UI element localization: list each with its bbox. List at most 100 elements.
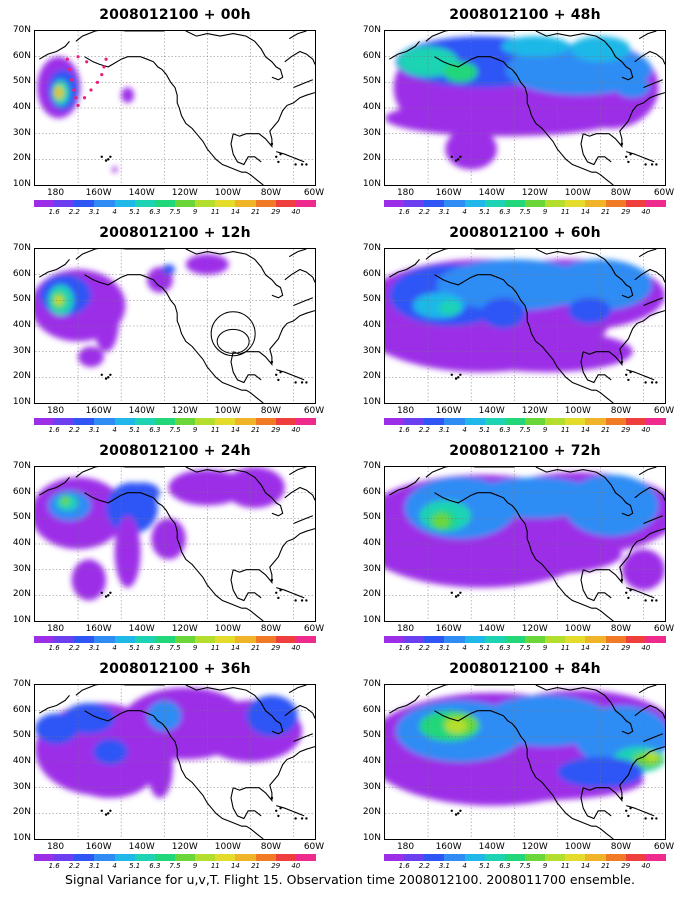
island: [107, 158, 110, 161]
colorbar-swatch: [54, 200, 75, 207]
coastline: [626, 369, 655, 381]
island: [270, 578, 274, 582]
colorbar-swatch: [295, 418, 316, 425]
island: [629, 153, 632, 156]
coastline: [643, 515, 664, 525]
coastline: [643, 733, 664, 743]
colorbar-swatch: [565, 418, 586, 425]
flight-track-point: [95, 80, 100, 84]
coastline: [288, 467, 307, 476]
colorbar-swatch: [195, 854, 216, 861]
lon-tick-label: 180: [396, 624, 415, 634]
colorbar-swatch: [585, 200, 606, 207]
island: [655, 381, 658, 384]
lon-tick-label: 180: [396, 188, 415, 198]
coastline: [232, 92, 315, 149]
colorbar-swatch: [585, 636, 606, 643]
colorbar-swatch: [384, 854, 405, 861]
colorbar-swatch: [444, 200, 465, 207]
coastline: [638, 685, 657, 694]
lon-tick-label: 60W: [653, 406, 675, 416]
coastline: [185, 31, 284, 81]
lon-tick-label: 120W: [171, 624, 198, 634]
colorbar-swatch: [625, 854, 646, 861]
colorbar-level-label: 14: [580, 862, 590, 870]
coastline: [634, 486, 665, 501]
lat-tick-label: 60N: [362, 268, 381, 279]
lat-tick-label: 30N: [362, 345, 381, 356]
colorbar-level-label: 1.6: [398, 208, 410, 216]
coastline: [582, 746, 665, 803]
colorbar-swatch: [424, 418, 445, 425]
colorbar-level-label: 5.1: [479, 208, 491, 216]
lon-tick-label: 100W: [214, 406, 241, 416]
lat-tick-label: 40N: [12, 102, 31, 112]
coastline: [230, 351, 262, 384]
colorbar-swatch: [605, 200, 626, 207]
lon-tick-label: 100W: [564, 624, 591, 634]
colorbar-level-label: 2.2: [68, 862, 80, 870]
lon-tick-label: 100W: [214, 188, 241, 198]
lat-tick-label: 20N: [362, 371, 381, 382]
island: [270, 142, 274, 146]
colorbar-level-label: 21: [601, 208, 611, 216]
colorbar-swatch: [275, 200, 296, 207]
colorbar-level-label: 40: [291, 862, 301, 870]
colorbar-swatch: [134, 200, 155, 207]
island: [650, 817, 654, 820]
lat-tick-label: 10N: [12, 833, 31, 843]
flight-track-point: [100, 73, 104, 77]
colorbar-level-label: 11: [210, 426, 220, 434]
variance-contour: [443, 61, 478, 83]
lat-tick-label: 50N: [12, 512, 31, 523]
colorbar-swatch: [404, 854, 425, 861]
lon-tick-label: 80W: [610, 406, 632, 416]
lat-tick-label: 70N: [362, 243, 381, 253]
colorbar-level-label: 29: [271, 862, 281, 870]
colorbar-swatch: [275, 854, 296, 861]
lon-tick-label: 160W: [85, 624, 112, 634]
island: [107, 812, 110, 815]
panel-title: 2008012100 + 24h: [99, 443, 251, 459]
variance-contour: [557, 756, 644, 788]
colorbar-swatch: [275, 418, 296, 425]
colorbar-level-label: 3.1: [88, 426, 100, 434]
colorbar-level-label: 4: [462, 426, 467, 434]
colorbar-level-label: 11: [560, 426, 570, 434]
colorbar-swatch: [585, 418, 606, 425]
lat-tick-label: 40N: [362, 102, 381, 112]
lat-tick-label: 60N: [12, 704, 31, 715]
island: [629, 371, 632, 374]
coastline: [626, 805, 655, 817]
island: [300, 163, 304, 166]
coastline: [293, 733, 314, 743]
island: [650, 381, 654, 384]
panel-title: 2008012100 + 12h: [99, 225, 251, 241]
colorbar-swatch: [524, 854, 546, 861]
lon-tick-label: 60W: [653, 842, 675, 852]
colorbar-swatch: [255, 636, 276, 643]
lat-tick-label: 40N: [12, 538, 31, 548]
lon-tick-label: 60W: [303, 406, 325, 416]
lat-tick-label: 60N: [362, 50, 381, 61]
coastline: [39, 40, 70, 60]
colorbar-swatch: [34, 418, 55, 425]
lon-tick-label: 160W: [435, 188, 462, 198]
lon-tick-label: 80W: [610, 624, 632, 634]
colorbar-swatch: [605, 418, 626, 425]
coastline: [535, 31, 634, 81]
lat-tick-label: 60N: [12, 486, 31, 497]
lon-tick-label: 80W: [260, 188, 282, 198]
lat-tick-label: 70N: [12, 243, 31, 253]
lat-tick-label: 30N: [12, 345, 31, 356]
lon-tick-label: 80W: [260, 624, 282, 634]
variance-contour: [162, 264, 175, 275]
island: [277, 160, 280, 164]
colorbar-swatch: [74, 854, 95, 861]
map-panel: 2008012100 + 00h 70N 60N 50N 40N 30N 20N 10N 180…: [0, 0, 350, 218]
colorbar-swatch: [565, 636, 586, 643]
variance-contour: [93, 738, 128, 765]
lon-tick-label: 60W: [653, 624, 675, 634]
colorbar-level-label: 40: [291, 426, 301, 434]
lon-tick-label: 120W: [521, 624, 548, 634]
